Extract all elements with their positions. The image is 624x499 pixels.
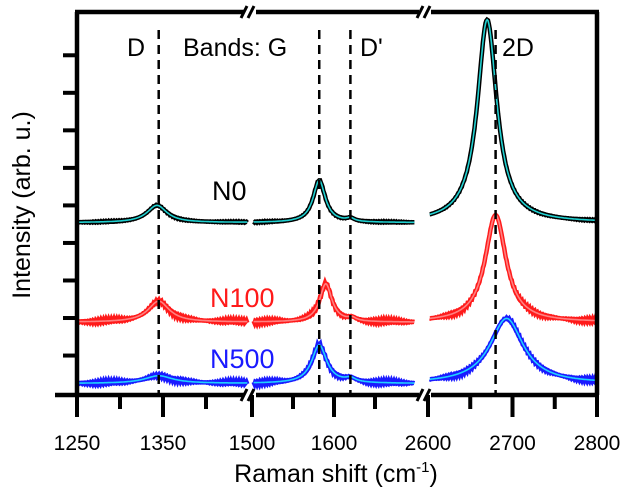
x-tick-label: 2700 (489, 432, 536, 455)
x-tick-label: 2600 (405, 432, 452, 455)
x-tick-label: 1350 (140, 432, 187, 455)
x-tick-label: 1250 (54, 432, 101, 455)
series-label-n0: N0 (212, 176, 247, 206)
x-axis-label: Raman shift (cm-1) (234, 459, 438, 488)
fit-line-n500 (77, 374, 248, 384)
band-lines (157, 30, 497, 395)
axis-break-icon (239, 5, 249, 19)
fit-line-n100 (253, 282, 415, 323)
band-label-dprime: D' (360, 34, 383, 62)
band-label-2d: 2D (502, 34, 534, 62)
y-axis-label: Intensity (arb. u.) (8, 111, 36, 299)
band-label-d: D (127, 34, 145, 62)
fit-line-n500 (253, 344, 415, 384)
axis-break-icon (239, 388, 249, 402)
data-line-n500 (251, 338, 416, 391)
ticks: 1250 1350 1500 1600 2600 2700 2800 (54, 53, 621, 455)
band-label-g: Bands: G (183, 34, 287, 62)
data-line-n500 (428, 314, 599, 387)
x-tick-label: 2800 (574, 432, 621, 455)
axis-break-icon (415, 5, 425, 19)
data-line-n0 (252, 178, 415, 226)
fit-line-n100 (429, 214, 598, 322)
axis-break-icon (422, 5, 432, 19)
series-label-n500: N500 (210, 344, 275, 374)
x-tick-label: 1500 (229, 432, 276, 455)
axis-break-icon (246, 5, 256, 19)
fit-line-n100 (77, 300, 248, 323)
fit-line-n0 (429, 18, 597, 222)
curves (76, 16, 599, 391)
axis-break-icon (415, 388, 425, 402)
fit-line-n0 (253, 179, 415, 224)
x-tick-label: 1600 (311, 432, 358, 455)
fit-line-n0 (77, 204, 248, 223)
series-label-n100: N100 (210, 283, 275, 313)
data-line-n100 (429, 212, 599, 328)
fit-line-n500 (429, 317, 598, 382)
